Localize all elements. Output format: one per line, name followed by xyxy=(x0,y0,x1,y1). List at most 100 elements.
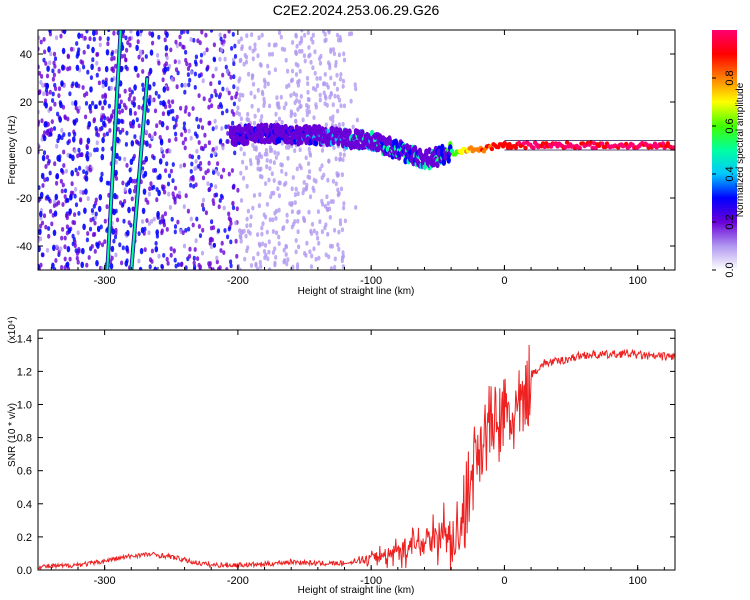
noise-cell xyxy=(172,124,176,130)
noise-streak xyxy=(98,194,103,201)
noise-streak xyxy=(70,170,74,177)
noise-streak xyxy=(87,121,92,128)
noise-cell xyxy=(69,46,74,52)
noise-cell xyxy=(296,191,300,197)
noise-cell xyxy=(351,124,355,130)
noise-cell xyxy=(60,168,64,173)
noise-cell xyxy=(229,263,233,269)
noise-cell xyxy=(229,220,233,226)
noise-cell xyxy=(314,102,318,107)
noise-cell xyxy=(214,145,219,151)
noise-cell xyxy=(38,236,43,242)
noise-cell xyxy=(252,193,256,198)
noise-cell xyxy=(148,186,152,192)
noise-streak xyxy=(61,47,66,55)
noise-streak xyxy=(82,223,86,230)
noise-cell xyxy=(201,78,205,84)
noise-cell xyxy=(47,233,51,239)
noise-cell xyxy=(202,50,207,56)
noise-cell xyxy=(340,227,344,233)
snr-xlabel: Height of straight line (km) xyxy=(298,585,415,596)
noise-cell xyxy=(322,30,326,34)
noise-streak xyxy=(45,82,49,90)
noise-cell xyxy=(160,228,164,234)
noise-cell xyxy=(329,47,333,53)
noise-cell xyxy=(171,99,175,105)
noise-cell xyxy=(227,211,231,217)
noise-cell xyxy=(260,89,264,95)
noise-cell xyxy=(182,121,186,127)
noise-streak xyxy=(125,245,129,252)
noise-streak xyxy=(60,80,64,87)
noise-cell xyxy=(165,148,169,154)
noise-cell xyxy=(286,68,290,74)
noise-cell xyxy=(231,201,235,206)
noise-cell xyxy=(341,250,345,256)
noise-cell xyxy=(251,205,255,211)
noise-cell xyxy=(86,196,90,202)
noise-cell xyxy=(293,100,297,106)
trace-cell xyxy=(523,145,528,151)
noise-cell xyxy=(171,116,175,122)
noise-cell xyxy=(152,81,156,87)
noise-cell xyxy=(88,36,92,42)
noise-cell xyxy=(193,166,197,172)
noise-cell xyxy=(119,200,123,206)
noise-cell xyxy=(43,177,47,183)
snr-ytick-label: 1.0 xyxy=(17,399,32,411)
noise-cell xyxy=(53,101,57,107)
noise-cell xyxy=(342,201,346,206)
noise-cell xyxy=(231,32,235,37)
noise-cell xyxy=(211,225,216,231)
noise-cell xyxy=(312,228,316,234)
noise-cell xyxy=(231,120,235,126)
noise-cell xyxy=(314,87,318,92)
noise-cell xyxy=(66,140,70,146)
snr-ytick-label: 0.4 xyxy=(17,499,32,511)
noise-cell xyxy=(54,35,59,41)
noise-cell xyxy=(129,30,133,34)
noise-cell xyxy=(74,105,78,111)
noise-cell xyxy=(289,202,294,208)
noise-cell xyxy=(334,59,338,65)
noise-cell xyxy=(309,264,314,269)
spectrogram-ylabel: Frequency (Hz) xyxy=(7,116,18,185)
noise-cell xyxy=(224,124,228,130)
noise-streak xyxy=(41,154,46,162)
noise-streak xyxy=(48,30,52,34)
trace-cell xyxy=(435,161,440,169)
colorbar-tick-label: 0.0 xyxy=(724,262,736,277)
noise-cell xyxy=(89,75,93,80)
noise-cell xyxy=(78,165,82,171)
noise-cell xyxy=(54,244,59,250)
noise-cell xyxy=(212,201,216,207)
noise-cell xyxy=(276,101,281,107)
noise-cell xyxy=(208,240,212,246)
noise-cell xyxy=(158,135,162,140)
noise-cell xyxy=(318,219,322,225)
noise-cell xyxy=(336,187,340,193)
noise-cell xyxy=(304,185,309,191)
noise-cell xyxy=(180,132,184,138)
noise-cell xyxy=(70,181,74,187)
noise-cell xyxy=(306,97,310,102)
noise-cell xyxy=(267,70,271,76)
noise-streak xyxy=(158,173,162,180)
noise-cell xyxy=(81,60,85,66)
noise-cell xyxy=(249,90,253,96)
snr-ytick-label: 0.6 xyxy=(17,466,32,478)
noise-cell xyxy=(106,41,110,47)
noise-streak xyxy=(144,155,148,163)
snr-xtick-label: -300 xyxy=(94,575,116,587)
noise-cell xyxy=(222,250,226,256)
noise-cell xyxy=(234,220,238,226)
noise-cell xyxy=(334,181,338,187)
noise-cell xyxy=(63,244,67,250)
noise-cell xyxy=(125,47,129,53)
noise-cell xyxy=(308,249,312,255)
noise-cell xyxy=(245,33,249,39)
noise-cell xyxy=(60,127,64,133)
noise-cell xyxy=(203,143,207,149)
noise-cell xyxy=(337,122,341,128)
noise-cell xyxy=(312,115,316,120)
